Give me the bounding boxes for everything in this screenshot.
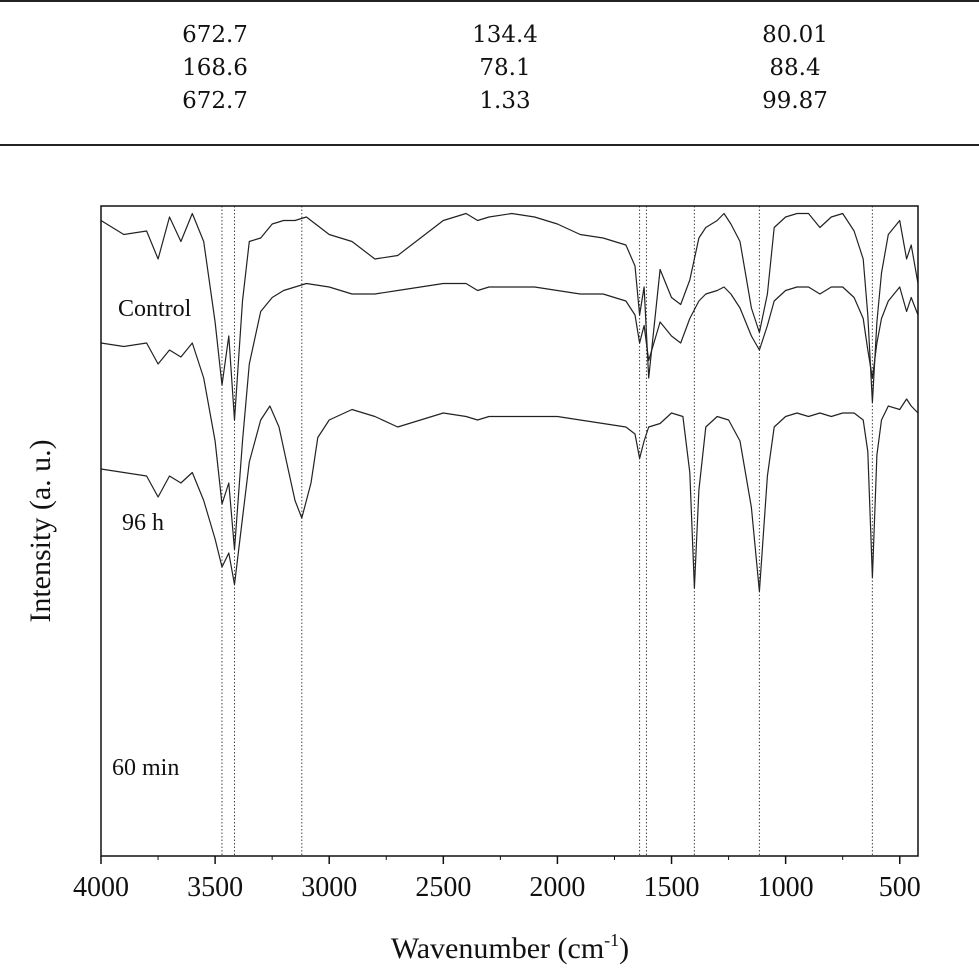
table-cell: 1.33 (479, 88, 531, 114)
table-cell: 134.4 (472, 22, 538, 48)
reference-lines (221, 206, 873, 856)
x-tick-label: 2500 (415, 872, 471, 903)
table-top-rule (0, 0, 979, 2)
x-tick-label: 1000 (758, 872, 814, 903)
x-tick-label: 3500 (187, 872, 243, 903)
x-tick-label: 4000 (73, 872, 129, 903)
series-label: 96 h (122, 510, 164, 536)
series-layer (100, 212, 919, 593)
x-axis-label: Wavenumber (cm-1) (391, 930, 629, 965)
table-row: 672.7 1.33 99.87 (0, 88, 979, 118)
x-tick-label: 1500 (644, 872, 700, 903)
table-cell: 88.4 (769, 55, 821, 81)
series-label: Control (118, 296, 192, 322)
series-label: 60 min (112, 755, 179, 781)
table-row: 168.6 78.1 88.4 (0, 55, 979, 85)
series-line (100, 212, 919, 421)
table-bottom-rule (0, 144, 979, 146)
table-cell: 78.1 (479, 55, 531, 81)
series-line (100, 398, 919, 593)
table-cell: 99.87 (762, 88, 828, 114)
x-tick-label: 500 (879, 872, 921, 903)
table-cell: 672.7 (182, 22, 248, 48)
table-cell: 672.7 (182, 88, 248, 114)
plot-frame (100, 205, 919, 857)
y-axis-label: Intensity (a. u.) (24, 439, 57, 622)
table-cell: 80.01 (762, 22, 828, 48)
table-cell: 168.6 (182, 55, 248, 81)
x-ticks: 4000 3500 3000 2500 2000 1500 1000 500 (73, 856, 921, 903)
data-table: 672.7 134.4 80.01 168.6 78.1 88.4 672.7 … (0, 0, 979, 146)
table-row: 672.7 134.4 80.01 (0, 22, 979, 52)
series-line (100, 282, 919, 551)
x-tick-label: 2000 (529, 872, 585, 903)
x-tick-label: 3000 (301, 872, 357, 903)
series-labels: Control 96 h 60 min (112, 296, 192, 781)
